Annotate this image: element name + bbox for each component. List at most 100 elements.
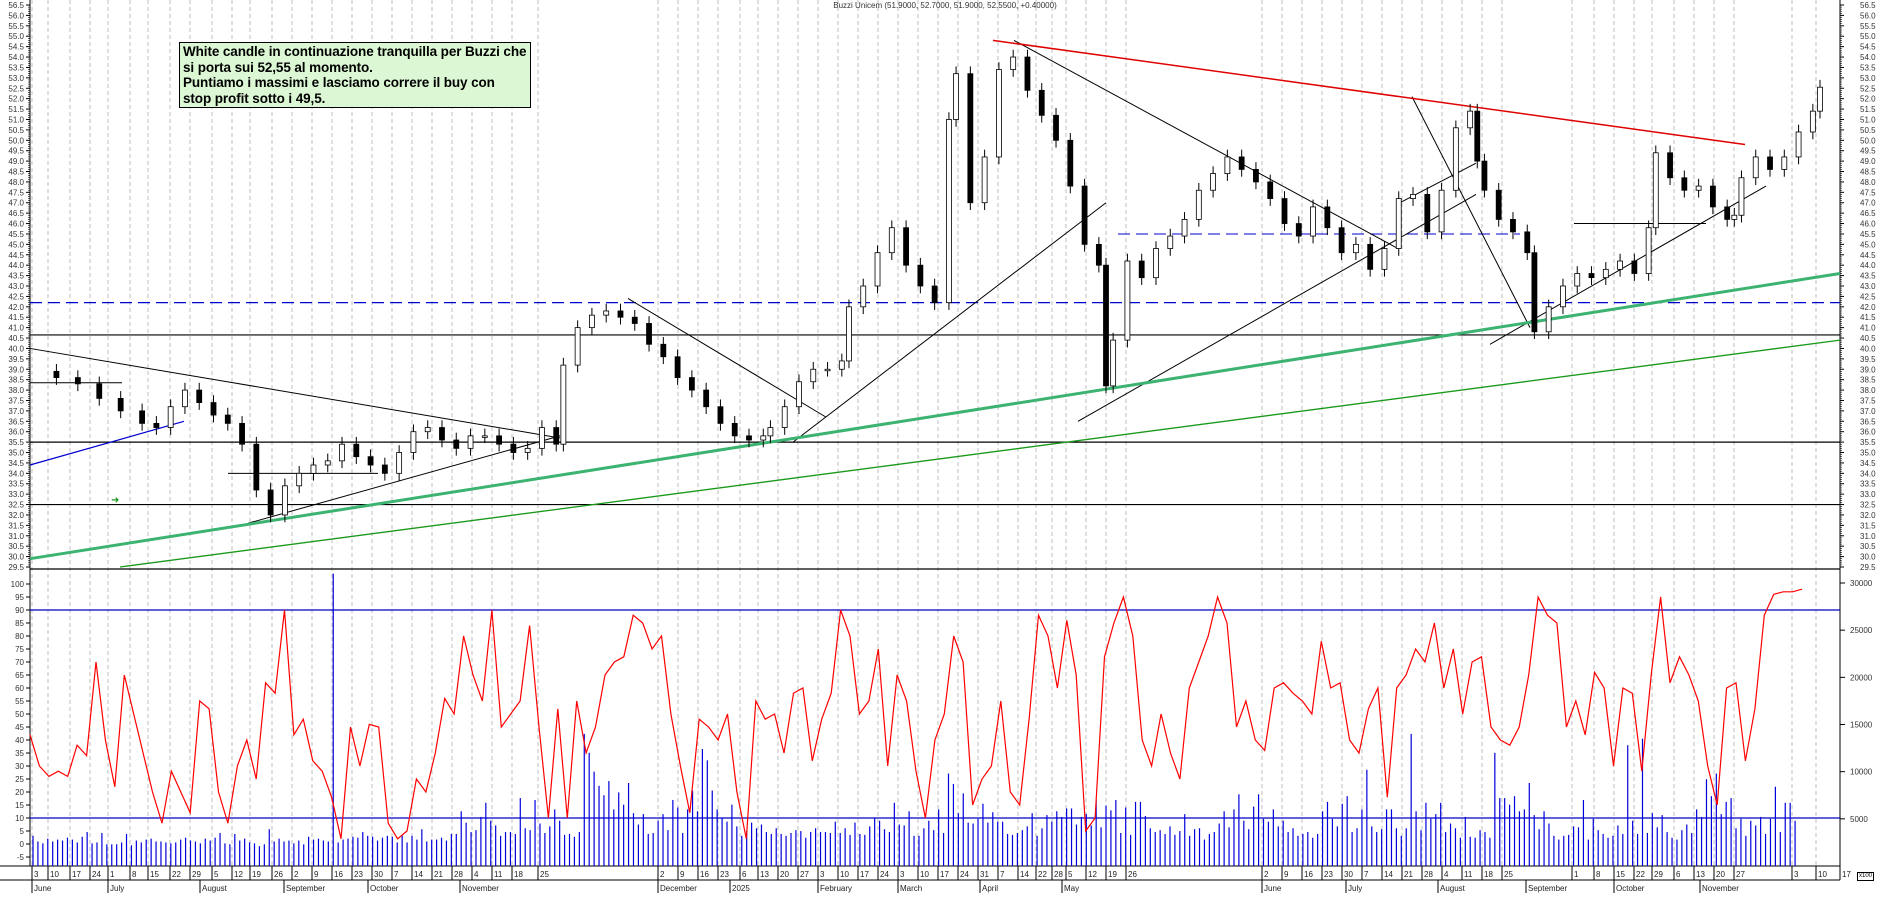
oscillator-bands [30,609,1840,819]
svg-text:80: 80 [15,632,24,641]
svg-text:50: 50 [15,710,24,719]
svg-text:8: 8 [1596,870,1601,879]
svg-text:May: May [1064,884,1079,893]
svg-text:43.0: 43.0 [1860,282,1876,291]
svg-text:21: 21 [1404,870,1413,879]
svg-text:60: 60 [15,684,24,693]
svg-text:45.5: 45.5 [8,230,24,239]
svg-text:53.5: 53.5 [8,63,24,72]
svg-text:31: 31 [980,870,989,879]
svg-text:10: 10 [15,814,24,823]
svg-text:48.0: 48.0 [8,178,24,187]
svg-text:30.0: 30.0 [8,553,24,562]
svg-text:55: 55 [15,697,24,706]
date-axis: 3 10 17 24 1 8 15 22 29 5 12 19 26 2 9 16 23 30 7 14 21 28 4 11… [31,866,1851,893]
svg-text:23: 23 [720,870,729,879]
volume-bars [32,573,1796,866]
svg-text:41.5: 41.5 [1860,313,1876,322]
svg-text:12: 12 [234,870,243,879]
svg-text:49.5: 49.5 [1860,147,1876,156]
svg-text:44.0: 44.0 [1860,261,1876,270]
svg-text:26: 26 [1128,870,1137,879]
svg-text:16: 16 [700,870,709,879]
svg-text:15: 15 [150,870,159,879]
svg-text:38.5: 38.5 [8,376,24,385]
svg-text:36.0: 36.0 [1860,428,1876,437]
svg-text:40.5: 40.5 [1860,334,1876,343]
svg-text:33.0: 33.0 [8,490,24,499]
svg-text:23: 23 [1324,870,1333,879]
svg-text:12: 12 [1088,870,1097,879]
svg-text:42.5: 42.5 [1860,292,1876,301]
svg-text:48.5: 48.5 [1860,168,1876,177]
svg-text:21: 21 [434,870,443,879]
svg-text:11: 11 [1464,870,1473,879]
svg-text:September: September [1528,884,1567,893]
svg-text:28: 28 [1424,870,1433,879]
svg-text:38.0: 38.0 [1860,386,1876,395]
svg-text:20: 20 [780,870,789,879]
svg-text:40.5: 40.5 [8,334,24,343]
svg-text:17: 17 [1842,870,1851,879]
svg-text:14: 14 [1020,870,1029,879]
svg-text:March: March [900,884,922,893]
svg-text:19: 19 [1108,870,1117,879]
svg-text:1: 1 [1574,870,1579,879]
svg-text:3: 3 [820,870,825,879]
svg-text:November: November [1702,884,1739,893]
svg-text:37.5: 37.5 [1860,396,1876,405]
svg-text:December: December [660,884,697,893]
svg-text:25: 25 [15,775,24,784]
svg-text:17: 17 [72,870,81,879]
svg-text:45.0: 45.0 [1860,240,1876,249]
svg-text:31.5: 31.5 [1860,521,1876,530]
svg-text:51.5: 51.5 [8,105,24,114]
svg-text:1: 1 [110,870,115,879]
svg-text:52.5: 52.5 [8,84,24,93]
svg-text:51.0: 51.0 [1860,115,1876,124]
svg-text:65: 65 [15,671,24,680]
chart-title: Buzzi Unicem (51.9000, 52.7000, 51.9000,… [833,1,1057,10]
analysis-note: White candle in continuazione tranquilla… [179,42,531,108]
svg-text:95: 95 [15,593,24,602]
svg-text:56.0: 56.0 [8,11,24,20]
svg-text:10: 10 [920,870,929,879]
svg-text:49.0: 49.0 [1860,157,1876,166]
svg-text:20000: 20000 [1850,673,1873,682]
svg-text:30000: 30000 [1850,579,1873,588]
svg-text:3: 3 [900,870,905,879]
svg-text:53.0: 53.0 [8,74,24,83]
arrow-marker-icon: ➜ [111,495,119,506]
svg-text:9: 9 [314,870,319,879]
svg-text:40.0: 40.0 [8,344,24,353]
svg-text:5: 5 [20,827,25,836]
svg-text:5: 5 [214,870,219,879]
svg-text:7: 7 [394,870,399,879]
svg-text:30: 30 [374,870,383,879]
svg-text:41.0: 41.0 [1860,324,1876,333]
svg-text:37.5: 37.5 [8,396,24,405]
svg-text:8: 8 [132,870,137,879]
svg-text:36.0: 36.0 [8,428,24,437]
svg-text:75: 75 [15,645,24,654]
svg-text:20: 20 [1716,870,1725,879]
svg-text:19: 19 [252,870,261,879]
svg-text:2: 2 [660,870,665,879]
svg-text:49.5: 49.5 [8,147,24,156]
svg-text:42.0: 42.0 [1860,303,1876,312]
svg-text:48.0: 48.0 [1860,178,1876,187]
svg-text:43.5: 43.5 [8,272,24,281]
svg-text:41.5: 41.5 [8,313,24,322]
svg-text:47.0: 47.0 [8,199,24,208]
svg-text:46.5: 46.5 [8,209,24,218]
svg-text:42.5: 42.5 [8,292,24,301]
svg-text:45.0: 45.0 [8,240,24,249]
svg-text:50.0: 50.0 [8,136,24,145]
svg-text:34.0: 34.0 [1860,469,1876,478]
svg-text:32.5: 32.5 [8,501,24,510]
svg-text:34.5: 34.5 [8,459,24,468]
svg-text:33.5: 33.5 [8,480,24,489]
svg-text:30.5: 30.5 [8,542,24,551]
svg-text:53.0: 53.0 [1860,74,1876,83]
svg-text:90: 90 [15,606,24,615]
